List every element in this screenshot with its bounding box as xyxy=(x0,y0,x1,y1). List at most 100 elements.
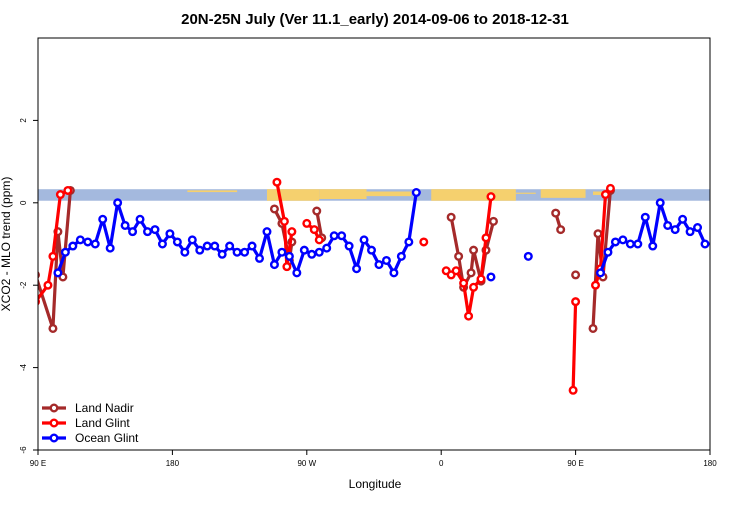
data-point-ocean-glint xyxy=(113,198,123,208)
series-line-ocean-glint xyxy=(56,192,418,275)
data-point-ocean-glint xyxy=(523,251,533,261)
data-point-ocean-glint xyxy=(655,198,665,208)
data-point-land-glint xyxy=(282,262,292,272)
data-point-land-glint xyxy=(605,183,615,193)
legend-marker-land-nadir xyxy=(49,403,59,413)
data-point-ocean-glint xyxy=(60,247,70,257)
data-point-ocean-glint xyxy=(486,272,496,282)
data-point-ocean-glint xyxy=(374,260,384,270)
data-point-land-glint xyxy=(571,297,581,307)
data-point-ocean-glint xyxy=(381,255,391,265)
series-line-land-nadir xyxy=(315,210,324,239)
data-point-land-glint xyxy=(302,218,312,228)
data-point-ocean-glint xyxy=(322,243,332,253)
data-point-ocean-glint xyxy=(128,227,138,237)
data-point-ocean-glint xyxy=(307,249,317,259)
data-point-land-glint xyxy=(476,274,486,284)
data-point-land-glint xyxy=(469,282,479,292)
series-land-glint xyxy=(38,177,615,395)
data-point-ocean-glint xyxy=(262,227,272,237)
data-point-land-glint xyxy=(419,237,429,247)
series-ocean-glint xyxy=(53,187,710,282)
data-point-ocean-glint xyxy=(135,214,145,224)
data-point-land-nadir xyxy=(488,216,498,226)
data-point-ocean-glint xyxy=(217,249,227,259)
data-point-land-glint xyxy=(63,185,73,195)
data-point-ocean-glint xyxy=(68,241,78,251)
data-point-ocean-glint xyxy=(344,241,354,251)
data-point-land-nadir xyxy=(454,251,464,261)
map-strip-land xyxy=(515,192,536,194)
data-point-land-nadir xyxy=(588,323,598,333)
data-point-ocean-glint xyxy=(172,237,182,247)
data-point-ocean-glint xyxy=(670,225,680,235)
data-point-ocean-glint xyxy=(352,264,362,274)
data-point-ocean-glint xyxy=(314,247,324,257)
legend-label-land-nadir: Land Nadir xyxy=(75,401,134,415)
y-tick-label: 0 xyxy=(19,200,28,205)
data-point-ocean-glint xyxy=(195,245,205,255)
legend-label-ocean-glint: Ocean Glint xyxy=(75,431,139,445)
y-tick-label: 2 xyxy=(19,118,28,123)
data-point-land-glint xyxy=(451,266,461,276)
data-point-land-glint xyxy=(287,227,297,237)
data-point-ocean-glint xyxy=(337,231,347,241)
plot-frame xyxy=(37,37,711,451)
map-strip-land xyxy=(266,189,320,201)
series-line-land-glint xyxy=(275,181,294,269)
data-point-land-nadir xyxy=(312,206,322,216)
data-point-ocean-glint xyxy=(640,212,650,222)
data-point-ocean-glint xyxy=(187,235,197,245)
x-axis-label: Longitude xyxy=(349,477,402,491)
data-point-ocean-glint xyxy=(240,247,250,257)
data-point-ocean-glint xyxy=(165,229,175,239)
data-point-ocean-glint xyxy=(625,239,635,249)
x-tick-label: 180 xyxy=(166,459,180,468)
data-point-land-glint xyxy=(43,280,53,290)
data-point-ocean-glint xyxy=(75,235,85,245)
data-point-land-glint xyxy=(591,280,601,290)
data-point-land-nadir xyxy=(269,204,279,214)
y-axis-label: XCO2 - MLO trend (ppm) xyxy=(0,177,13,312)
data-point-ocean-glint xyxy=(225,241,235,251)
plot-clip-group xyxy=(38,177,710,395)
data-point-ocean-glint xyxy=(411,187,421,197)
data-point-ocean-glint xyxy=(367,245,377,255)
data-point-ocean-glint xyxy=(210,241,220,251)
map-strip-land xyxy=(366,191,412,197)
data-point-land-nadir xyxy=(593,229,603,239)
x-axis: 90 E 180 90 W 0 90 E 180 xyxy=(30,450,717,468)
data-point-ocean-glint xyxy=(269,260,279,270)
data-point-land-glint xyxy=(481,233,491,243)
data-point-ocean-glint xyxy=(143,227,153,237)
data-point-ocean-glint xyxy=(255,253,265,263)
y-tick-label: -4 xyxy=(19,363,28,371)
data-point-ocean-glint xyxy=(157,239,167,249)
data-point-land-glint xyxy=(464,311,474,321)
data-point-ocean-glint xyxy=(648,241,658,251)
data-point-ocean-glint xyxy=(633,239,643,249)
y-axis: -6 -4 -2 0 2 xyxy=(19,118,38,454)
data-point-land-nadir xyxy=(446,212,456,222)
map-strip-land xyxy=(540,189,586,198)
x-tick-label: 90 W xyxy=(297,459,316,468)
data-point-ocean-glint xyxy=(404,237,414,247)
data-point-ocean-glint xyxy=(277,247,287,257)
data-point-ocean-glint xyxy=(202,241,212,251)
data-point-ocean-glint xyxy=(595,268,605,278)
data-point-land-nadir xyxy=(571,270,581,280)
data-point-land-glint xyxy=(568,385,578,395)
y-tick-label: -6 xyxy=(19,446,28,454)
data-point-ocean-glint xyxy=(232,247,242,257)
data-point-land-glint xyxy=(272,177,282,187)
plot-area xyxy=(38,177,710,395)
data-point-ocean-glint xyxy=(120,220,130,230)
data-point-ocean-glint xyxy=(180,247,190,257)
data-point-ocean-glint xyxy=(299,245,309,255)
data-point-ocean-glint xyxy=(98,214,108,224)
data-point-ocean-glint xyxy=(53,268,63,278)
x-tick-label: 90 E xyxy=(30,459,46,468)
data-point-ocean-glint xyxy=(247,241,257,251)
legend-marker-ocean-glint xyxy=(49,433,59,443)
